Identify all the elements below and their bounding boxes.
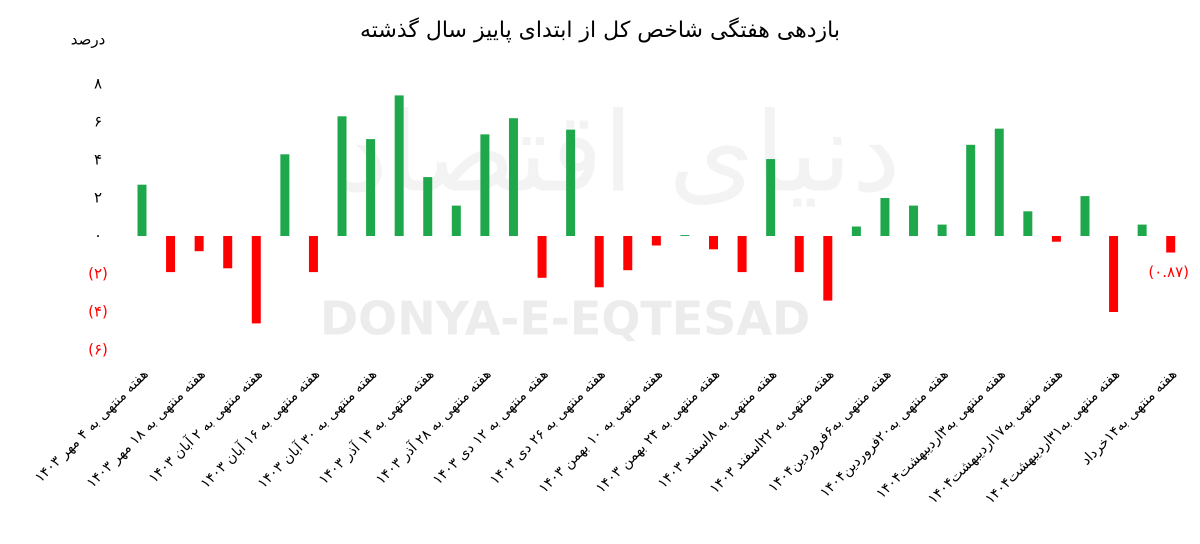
- x-tick-label: هفته منتهی به ۸اسفند ۱۴۰۳: [655, 366, 780, 491]
- bar: [194, 236, 204, 252]
- bar: [1109, 236, 1119, 312]
- y-tick-label: (۴): [88, 303, 108, 321]
- watermark: DONYA-E-EQTESAD: [320, 292, 810, 346]
- bar: [137, 184, 147, 236]
- bar: [1023, 211, 1033, 236]
- x-tick-label: هفته منتهی به ۲ آبان ۱۴۰۳: [145, 366, 266, 487]
- x-tick-label: هفته منتهی به ۴ مهر ۱۴۰۳: [32, 366, 152, 486]
- x-tick-label: هفته منتهی به۱۴خرداد: [1078, 366, 1180, 468]
- bar: [909, 205, 919, 236]
- bar: [966, 144, 976, 236]
- bar: [823, 236, 833, 301]
- bar: [1080, 196, 1090, 236]
- bar: [709, 236, 719, 250]
- bar: [223, 236, 233, 269]
- bar: [394, 95, 404, 237]
- bar: [937, 224, 947, 236]
- y-tick-label: ۸: [94, 75, 102, 93]
- x-tick-label: هفته منتهی به ۱۴ آذر ۱۴۰۳: [315, 366, 437, 488]
- bar: [851, 226, 861, 236]
- value-label: (۰.۸۷): [1148, 263, 1189, 281]
- bar: [251, 236, 261, 324]
- watermark-fa: دنیای اقتصاد: [339, 88, 901, 216]
- bar: [651, 236, 661, 246]
- bar: [766, 159, 776, 236]
- bar: [423, 177, 433, 236]
- bar: [566, 129, 576, 236]
- x-tick-label: هفته منتهی به ۱۶ آبان ۱۴۰۳: [197, 366, 323, 492]
- bar: [623, 236, 633, 271]
- chart-title: بازدهی هفتگی شاخص کل از ابتدای پاییز سال…: [360, 17, 840, 43]
- bar: [794, 236, 804, 273]
- bar: [508, 118, 518, 236]
- bar: [451, 205, 461, 236]
- bar: [537, 236, 547, 278]
- bar: [366, 139, 376, 236]
- bar: [480, 134, 490, 236]
- y-axis-label: درصد: [71, 31, 106, 49]
- y-tick-label: ۶: [94, 113, 102, 131]
- x-tick-label: هفته منتهی به ۱۲ دی ۱۴۰۳: [430, 366, 552, 488]
- bar: [994, 128, 1004, 236]
- y-tick-label: ۴: [94, 151, 102, 169]
- bar: [166, 236, 176, 273]
- bar: [337, 116, 347, 236]
- y-tick-label: ۰: [94, 227, 102, 245]
- y-tick-label: (۶): [88, 341, 108, 359]
- x-tick-label: هفته منتهی به ۲۶ دی ۱۴۰۳: [487, 366, 609, 488]
- bar: [1051, 236, 1061, 242]
- x-tick-label: هفته منتهی به ۱۸ مهر ۱۴۰۳: [84, 366, 209, 491]
- bar: [594, 236, 604, 288]
- bar: [280, 154, 290, 236]
- bar: [680, 235, 690, 236]
- x-tick-label: هفته منتهی به ۳۰ آبان ۱۴۰۳: [254, 366, 380, 492]
- bar: [737, 236, 747, 273]
- y-tick-label: ۲: [94, 189, 102, 207]
- bar: [1166, 236, 1176, 253]
- bar: [880, 198, 890, 236]
- y-tick-label: (۲): [88, 265, 108, 283]
- bar: [308, 236, 318, 273]
- bar: [1137, 224, 1147, 236]
- x-tick-label: هفته منتهی به ۲۸ آذر ۱۴۰۳: [372, 366, 494, 488]
